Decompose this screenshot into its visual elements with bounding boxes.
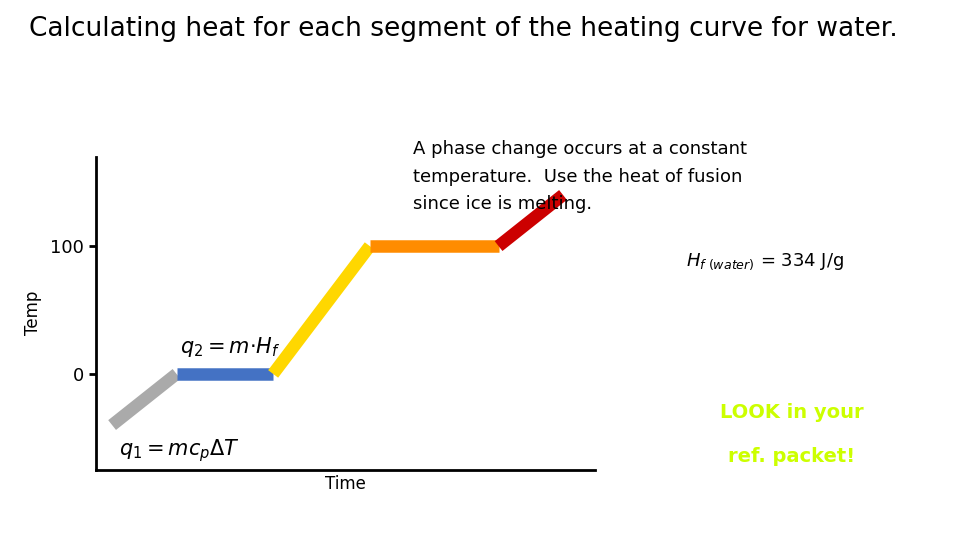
Text: LOOK in your: LOOK in your	[720, 403, 864, 422]
Text: A phase change occurs at a constant
temperature.  Use the heat of fusion
since i: A phase change occurs at a constant temp…	[413, 140, 747, 213]
Text: ref. packet!: ref. packet!	[729, 447, 855, 466]
Text: Calculating heat for each segment of the heating curve for water.: Calculating heat for each segment of the…	[29, 16, 898, 42]
Text: $q_1 = mc_p\Delta T$: $q_1 = mc_p\Delta T$	[118, 437, 239, 464]
Text: $q_2 = m{\cdot}H_f$: $q_2 = m{\cdot}H_f$	[180, 335, 280, 359]
Text: $H_{f\ (water)}$ = 334 J/g: $H_{f\ (water)}$ = 334 J/g	[686, 251, 845, 272]
Y-axis label: Temp: Temp	[24, 291, 42, 335]
X-axis label: Time: Time	[325, 475, 366, 494]
